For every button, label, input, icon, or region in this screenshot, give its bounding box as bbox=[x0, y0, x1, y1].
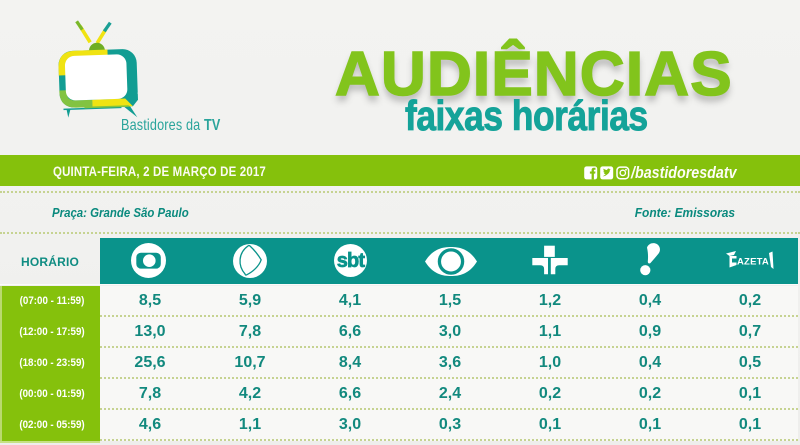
svg-text:sbt: sbt bbox=[336, 250, 365, 272]
svg-text:AZETA: AZETA bbox=[737, 257, 769, 268]
